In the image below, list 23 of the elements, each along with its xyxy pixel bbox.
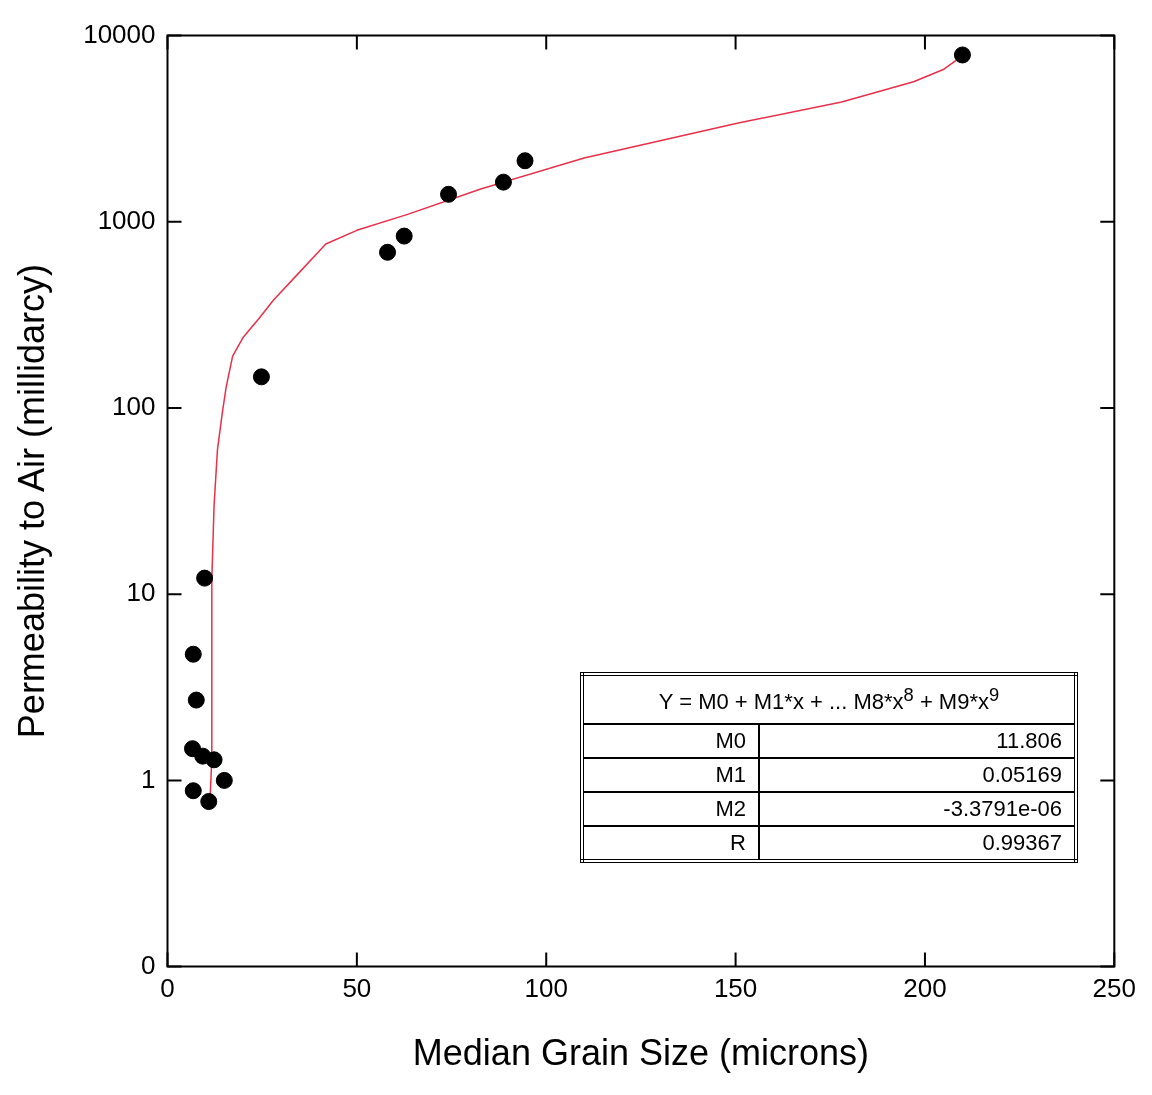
annotation: M0 — [582, 724, 759, 759]
annotation: M2 — [582, 792, 759, 827]
y-tick-label: 0 — [141, 949, 156, 980]
y-tick-label: 1 — [141, 763, 156, 794]
y-axis-title: Permeability to Air (millidarcy) — [10, 264, 52, 739]
annotation: R — [582, 826, 759, 862]
x-tick-label: 100 — [524, 973, 568, 1004]
x-tick-label: 0 — [160, 973, 175, 1004]
annotation: 11.806 — [759, 724, 1076, 759]
x-tick-label: 50 — [342, 973, 372, 1004]
y-tick-label: 10000 — [83, 18, 156, 49]
y-tick-label: 10 — [126, 577, 156, 608]
annotation: M1 — [582, 758, 759, 793]
x-axis-title: Median Grain Size (microns) — [412, 1032, 869, 1074]
annotation: 0.05169 — [759, 758, 1076, 793]
x-tick-label: 200 — [903, 973, 947, 1004]
y-tick-label: 1000 — [97, 204, 156, 235]
annotation: -3.3791e-06 — [759, 792, 1076, 827]
y-tick-label: 100 — [112, 391, 156, 422]
annotation: Y = M0 + M1*x + ... M8*x$^{8}$ + M9*x$^{9}$ — [582, 674, 1076, 725]
x-tick-label: 250 — [1092, 973, 1137, 1004]
annotation: 0.99367 — [759, 826, 1076, 862]
x-tick-label: 150 — [713, 973, 758, 1004]
